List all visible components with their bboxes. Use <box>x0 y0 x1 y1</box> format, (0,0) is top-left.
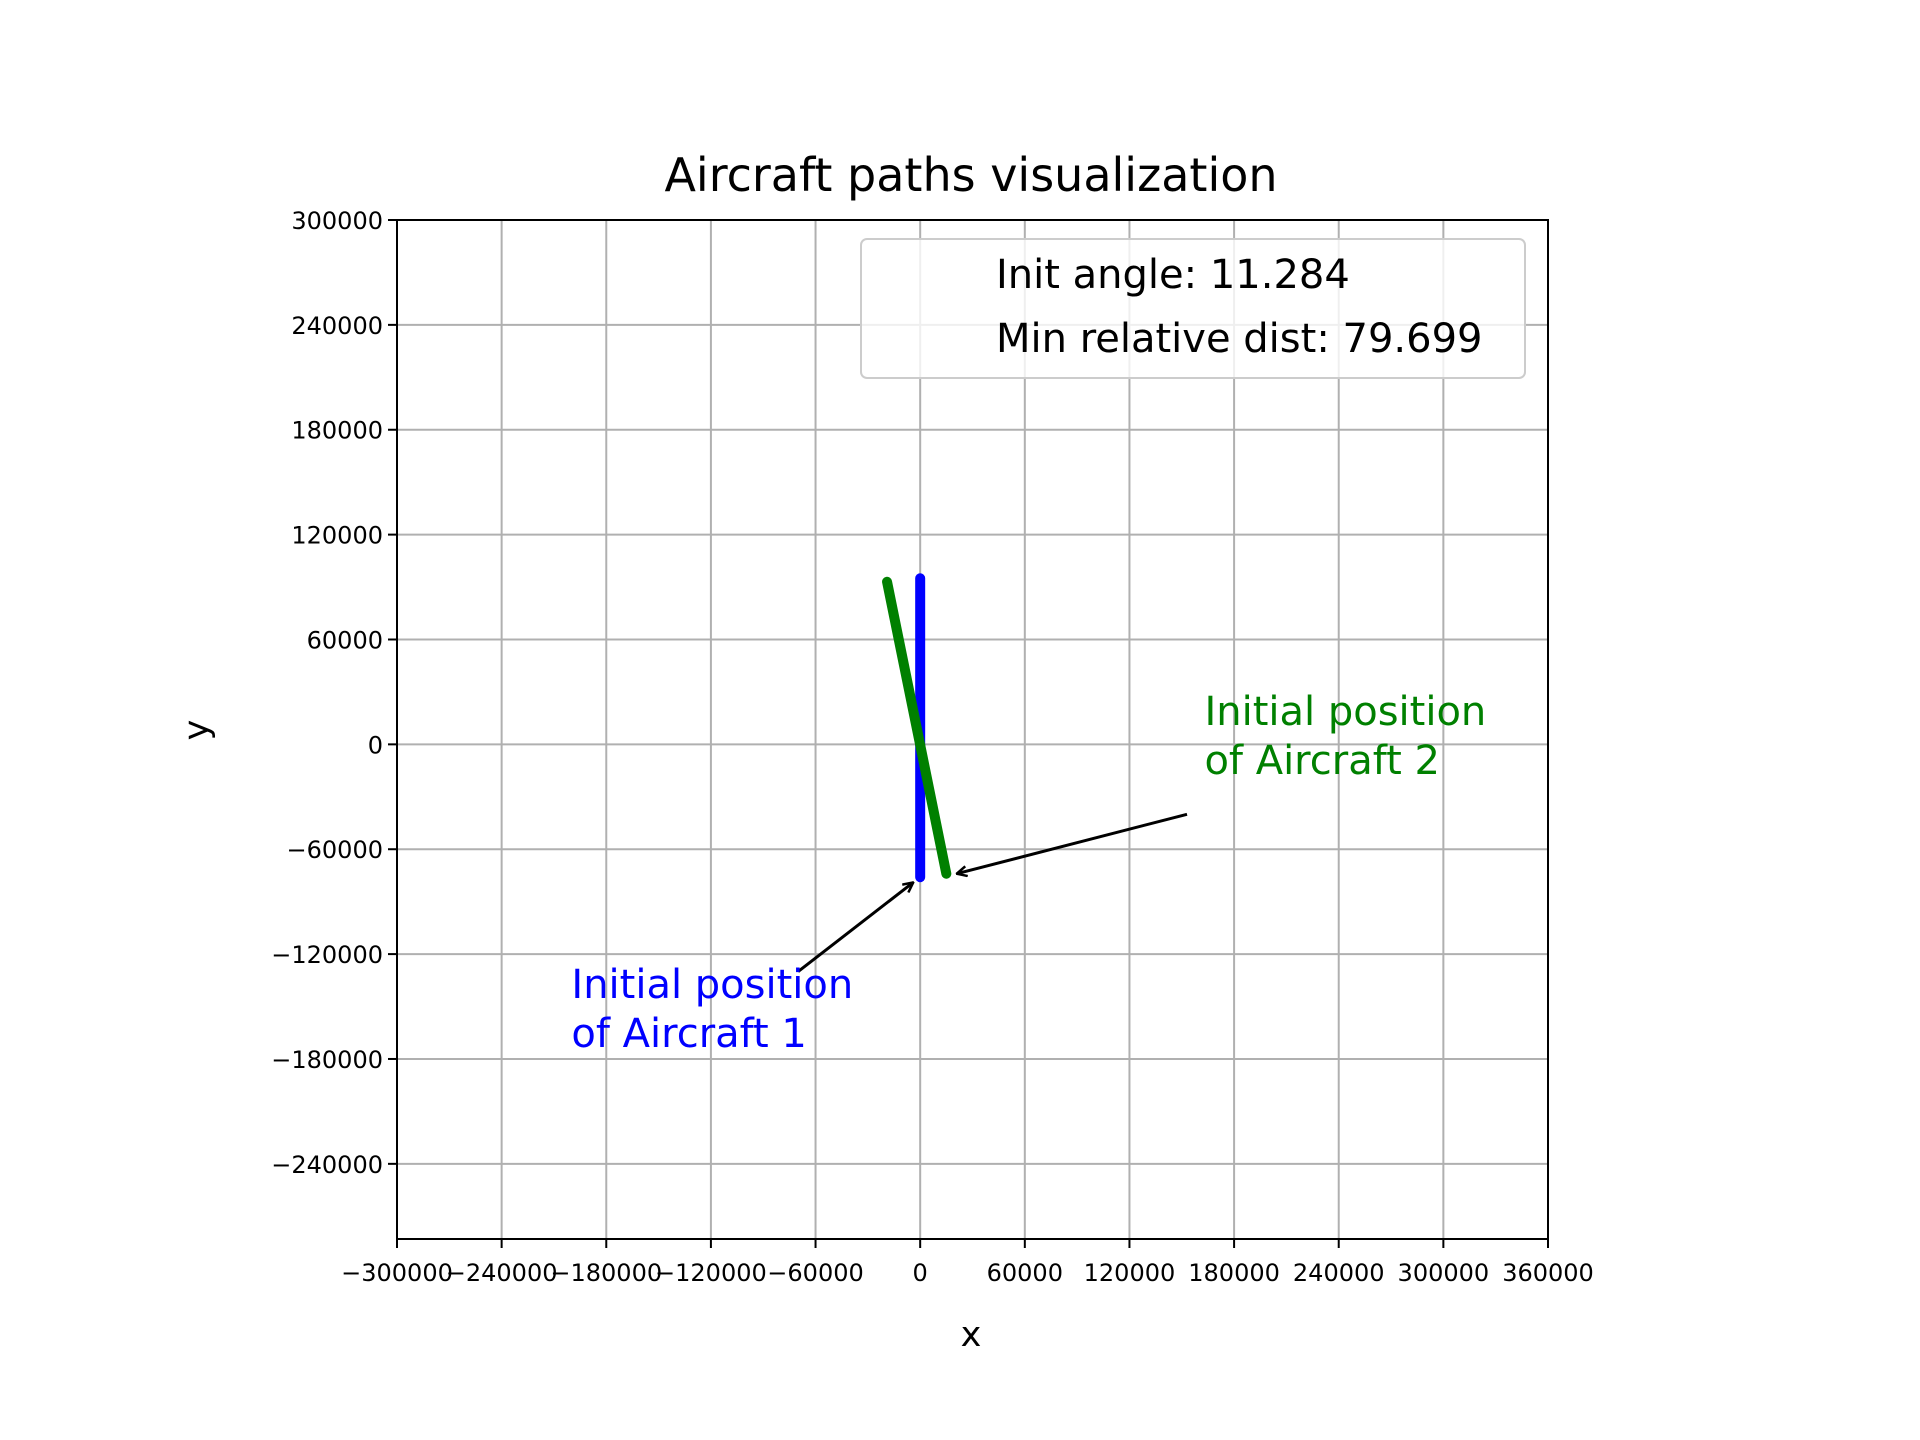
y-tick-label: −240000 <box>271 1151 383 1179</box>
annotation-arrow-aircraft-2 <box>957 812 1188 873</box>
y-axis-label: y <box>177 720 217 741</box>
chart-title: Aircraft paths visualization <box>664 148 1277 202</box>
x-tick-label: 180000 <box>1188 1259 1280 1287</box>
annotation-arrow-aircraft-1 <box>797 882 913 973</box>
annotation-label-aircraft-1: Initial position <box>571 962 853 1008</box>
y-tick-label: −120000 <box>271 941 383 969</box>
y-tick-label: 0 <box>368 731 383 759</box>
axis-ticks: −300000−240000−180000−120000 −60000 0 60000… <box>271 207 1594 1287</box>
x-tick-label: −300000 <box>341 1259 453 1287</box>
legend-box <box>860 238 1526 379</box>
x-tick-label: 0 <box>913 1259 928 1287</box>
x-tick-label: −240000 <box>446 1259 558 1287</box>
annotation-label-aircraft-1: of Aircraft 1 <box>571 1011 807 1057</box>
x-tick-label: 60000 <box>987 1259 1063 1287</box>
x-axis-label: x <box>961 1315 982 1355</box>
y-tick-label: 300000 <box>291 207 383 235</box>
plot-frame <box>396 219 1549 1240</box>
y-tick-label: 60000 <box>307 626 383 654</box>
y-tick-label: −60000 <box>287 836 383 864</box>
x-tick-label: 300000 <box>1398 1259 1490 1287</box>
x-tick-label: −180000 <box>550 1259 662 1287</box>
aircraft-2-path <box>882 576 952 879</box>
series-layer <box>882 573 952 883</box>
y-tick-label: 240000 <box>291 312 383 340</box>
legend-entry-min-relative-dist: Min relative dist: 79.699 <box>996 316 1482 362</box>
legend-entry-init-angle: Init angle: 11.284 <box>996 252 1350 298</box>
x-tick-label: 240000 <box>1293 1259 1385 1287</box>
x-tick-label: 360000 <box>1502 1259 1594 1287</box>
y-tick-label: 180000 <box>291 417 383 445</box>
x-tick-label: −120000 <box>655 1259 767 1287</box>
legend: Init angle: 11.284 Min relative dist: 79… <box>860 238 1526 379</box>
annotation-label-aircraft-2: of Aircraft 2 <box>1204 738 1440 784</box>
x-tick-label: 120000 <box>1084 1259 1176 1287</box>
y-tick-label: −180000 <box>271 1046 383 1074</box>
annotation-label-aircraft-2: Initial position <box>1204 689 1486 735</box>
y-tick-label: 120000 <box>291 522 383 550</box>
x-tick-label: −60000 <box>767 1259 863 1287</box>
